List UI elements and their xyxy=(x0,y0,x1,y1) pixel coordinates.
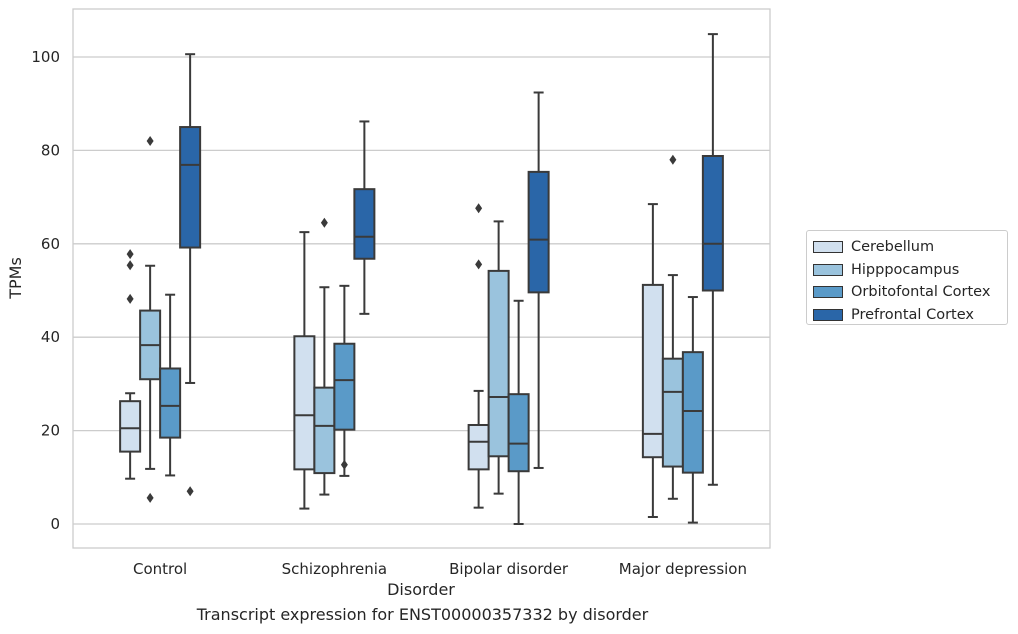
figure-caption: Transcript expression for ENST0000035733… xyxy=(196,605,649,624)
box-orbitofontal-cortex-2 xyxy=(507,299,530,525)
legend-item-cerebellum: Cerebellum xyxy=(813,236,1001,259)
box-cerebellum-3 xyxy=(641,203,664,518)
box-hipppocampus-1 xyxy=(313,217,336,496)
y-tick-20: 20 xyxy=(41,422,60,440)
box-cerebellum-0 xyxy=(119,249,142,480)
box-body xyxy=(641,283,664,459)
legend-label-cerebellum: Cerebellum xyxy=(851,239,935,256)
box-cerebellum-1 xyxy=(293,231,316,510)
x-tick-labels: Control Schizophrenia Bipolar disorder Majo… xyxy=(133,560,747,578)
box-body xyxy=(661,357,684,468)
box-body xyxy=(333,342,356,431)
outlier-point xyxy=(146,136,154,147)
box-hipppocampus-2 xyxy=(487,220,510,495)
legend-item-hippocampus: Hipppocampus xyxy=(813,259,1001,282)
x-axis-label: Disorder xyxy=(387,580,455,599)
y-axis-label: TPMs xyxy=(6,257,25,300)
box-prefrontal-cortex-1 xyxy=(353,120,376,315)
legend-swatch-prefrontal xyxy=(813,308,843,321)
box-body xyxy=(681,351,704,474)
y-tick-60: 60 xyxy=(41,235,60,253)
box-orbitofontal-cortex-1 xyxy=(333,284,356,477)
legend-label-hippocampus: Hipppocampus xyxy=(851,261,960,278)
x-tick-control: Control xyxy=(133,560,187,578)
box-prefrontal-cortex-0 xyxy=(179,53,202,497)
outlier-point xyxy=(126,293,134,304)
outlier-point xyxy=(186,486,194,497)
plot-frame xyxy=(72,8,771,549)
box-body xyxy=(179,126,202,249)
x-tick-major-depression: Major depression xyxy=(619,560,747,578)
legend-label-prefrontal: Prefrontal Cortex xyxy=(851,306,974,323)
legend: Cerebellum Hipppocampus Orbitofontal Cor… xyxy=(806,230,1008,325)
legend-swatch-orbitofrontal xyxy=(813,286,843,299)
box-hipppocampus-3 xyxy=(661,154,684,500)
box-prefrontal-cortex-3 xyxy=(701,33,724,486)
y-tick-0: 0 xyxy=(50,515,60,533)
x-tick-bipolar-disorder: Bipolar disorder xyxy=(449,560,569,578)
outlier-point xyxy=(475,203,483,214)
y-tick-100: 100 xyxy=(31,48,60,66)
outlier-point xyxy=(126,249,134,260)
box-body xyxy=(467,423,490,471)
x-tick-schizophrenia: Schizophrenia xyxy=(282,560,387,578)
legend-label-orbitofrontal: Orbitofontal Cortex xyxy=(851,284,991,301)
y-tick-labels: 0 20 40 60 80 100 xyxy=(31,48,60,533)
outlier-point xyxy=(146,492,154,503)
box-body xyxy=(119,400,142,453)
box-prefrontal-cortex-2 xyxy=(527,91,550,469)
outlier-point xyxy=(126,260,134,271)
legend-swatch-hippocampus xyxy=(813,263,843,276)
y-tick-80: 80 xyxy=(41,141,60,159)
box-body xyxy=(701,155,724,292)
box-body xyxy=(527,170,550,294)
outlier-point xyxy=(475,259,483,270)
y-tick-40: 40 xyxy=(41,328,60,346)
legend-item-prefrontal: Prefrontal Cortex xyxy=(813,304,1001,327)
box-body xyxy=(313,386,336,475)
box-orbitofontal-cortex-0 xyxy=(159,293,182,477)
outlier-point xyxy=(320,217,328,228)
boxes-layer xyxy=(119,33,724,525)
outlier-point xyxy=(340,459,348,470)
box-body xyxy=(159,367,182,439)
legend-swatch-cerebellum xyxy=(813,241,843,254)
box-body xyxy=(293,335,316,471)
box-cerebellum-2 xyxy=(467,203,490,509)
outlier-point xyxy=(669,154,677,165)
box-hipppocampus-0 xyxy=(139,136,162,503)
box-body xyxy=(353,188,376,260)
box-body xyxy=(507,393,530,473)
box-body xyxy=(487,269,510,458)
legend-item-orbitofrontal: Orbitofontal Cortex xyxy=(813,281,1001,304)
box-orbitofontal-cortex-3 xyxy=(681,296,704,524)
